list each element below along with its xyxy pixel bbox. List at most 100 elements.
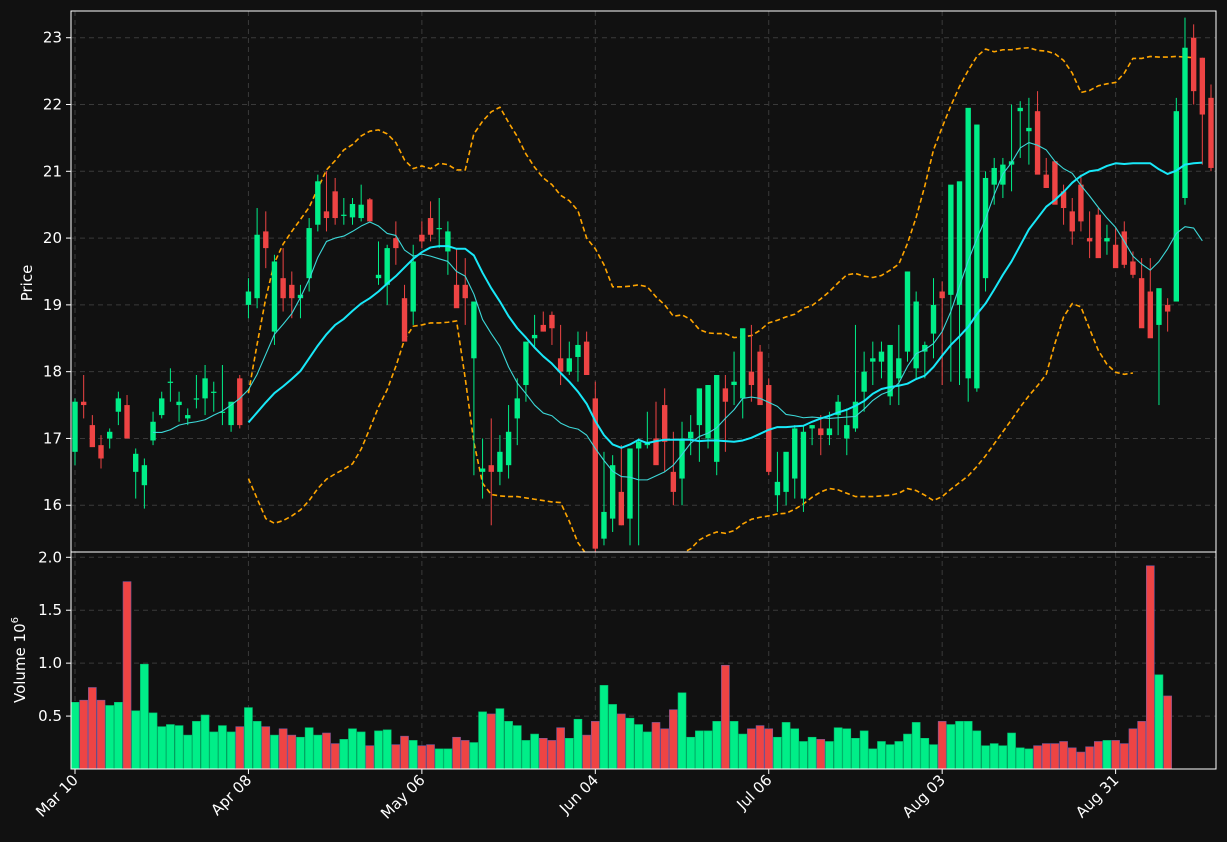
candle bbox=[991, 157, 997, 205]
candle-body bbox=[844, 425, 850, 439]
candle-body bbox=[557, 358, 564, 372]
candle-body bbox=[566, 358, 572, 372]
volume-bar bbox=[452, 736, 461, 770]
candle bbox=[124, 395, 130, 439]
price-tick-label: 17 bbox=[43, 429, 62, 447]
volume-bar bbox=[773, 736, 782, 770]
candle-body bbox=[1147, 291, 1153, 339]
candle-body bbox=[1069, 211, 1075, 232]
candle bbox=[315, 174, 321, 232]
candle bbox=[740, 328, 746, 419]
candle bbox=[280, 248, 286, 312]
volume-axis-label: Volume 106 bbox=[10, 617, 29, 703]
candle-body bbox=[575, 344, 581, 357]
candle-body bbox=[922, 344, 928, 352]
candle-body bbox=[401, 298, 408, 342]
volume-bar bbox=[929, 744, 938, 770]
candle bbox=[635, 438, 642, 546]
volume-bar bbox=[1128, 728, 1138, 770]
volume-bar bbox=[1146, 565, 1155, 770]
price-tick-label: 16 bbox=[43, 496, 62, 514]
candle bbox=[930, 278, 937, 359]
candle bbox=[427, 201, 434, 242]
volume-bar bbox=[374, 730, 383, 770]
candle bbox=[1095, 208, 1101, 259]
candle-body bbox=[1121, 231, 1127, 265]
candle-body bbox=[549, 314, 555, 329]
candle bbox=[774, 451, 781, 512]
candle-body bbox=[245, 291, 252, 305]
candle-body bbox=[1138, 278, 1145, 329]
volume-bar bbox=[1050, 743, 1060, 770]
candle-body bbox=[202, 378, 208, 399]
candle-body bbox=[106, 431, 113, 439]
volume-bar bbox=[617, 713, 626, 770]
sma-short-line bbox=[153, 142, 1203, 481]
volume-bar bbox=[157, 726, 167, 770]
candle bbox=[176, 391, 182, 422]
candle bbox=[844, 408, 850, 456]
volume-bar bbox=[1076, 751, 1086, 770]
candle-body bbox=[540, 324, 546, 332]
candle-body bbox=[80, 401, 87, 406]
candle-body bbox=[653, 438, 659, 466]
candle-body bbox=[1190, 37, 1197, 92]
volume-bar bbox=[669, 709, 678, 770]
candle-body bbox=[1199, 57, 1206, 115]
candle bbox=[757, 344, 763, 406]
candle-body bbox=[1095, 214, 1101, 259]
volume-bar bbox=[755, 725, 765, 770]
volume-bar bbox=[998, 745, 1008, 770]
candle-body bbox=[705, 385, 711, 439]
volume-bar bbox=[799, 741, 808, 770]
candle bbox=[904, 271, 911, 362]
volume-bar bbox=[408, 740, 418, 770]
volume-bar bbox=[747, 728, 756, 770]
candle-body bbox=[193, 398, 200, 400]
candle-body bbox=[141, 465, 148, 486]
candle-body bbox=[809, 425, 815, 429]
candle-body bbox=[627, 448, 633, 519]
candle bbox=[661, 388, 668, 472]
volume-bar bbox=[591, 721, 600, 770]
volume-bar bbox=[495, 708, 505, 770]
volume-bar bbox=[88, 687, 97, 770]
candle bbox=[557, 324, 564, 386]
volume-bar bbox=[244, 707, 253, 770]
candle-body bbox=[1164, 304, 1171, 312]
candle-body bbox=[471, 301, 477, 359]
volume-bar bbox=[703, 730, 713, 770]
bollinger-lower-line bbox=[247, 302, 1134, 552]
candle-body bbox=[679, 438, 685, 479]
volume-bar bbox=[521, 740, 531, 770]
volume-bar bbox=[1007, 732, 1016, 770]
candle-body bbox=[1026, 127, 1032, 132]
candle bbox=[341, 198, 347, 225]
volume-bar bbox=[1041, 743, 1051, 770]
candle bbox=[471, 301, 477, 476]
price-tick-label: 19 bbox=[43, 296, 62, 314]
volume-tick-label: 2.0 bbox=[38, 548, 62, 566]
volume-bar bbox=[1059, 741, 1068, 770]
candle bbox=[289, 271, 295, 319]
candle-body bbox=[731, 381, 737, 386]
candle bbox=[748, 324, 755, 402]
volume-bar bbox=[1024, 748, 1034, 770]
candle-body bbox=[948, 184, 954, 295]
candle-body bbox=[1078, 184, 1084, 222]
volume-bar bbox=[955, 721, 964, 770]
volume-bar bbox=[209, 731, 219, 770]
candle bbox=[384, 244, 390, 305]
candle-body bbox=[930, 304, 937, 334]
candle bbox=[72, 398, 78, 466]
volume-bar bbox=[218, 725, 227, 770]
candle bbox=[1182, 17, 1188, 205]
candle-body bbox=[289, 284, 295, 299]
candle bbox=[1156, 288, 1162, 406]
volume-bar bbox=[96, 699, 106, 770]
candle-body bbox=[358, 204, 364, 219]
candle-body bbox=[661, 405, 668, 442]
candle-body bbox=[72, 401, 78, 452]
volume-bar bbox=[79, 699, 88, 770]
